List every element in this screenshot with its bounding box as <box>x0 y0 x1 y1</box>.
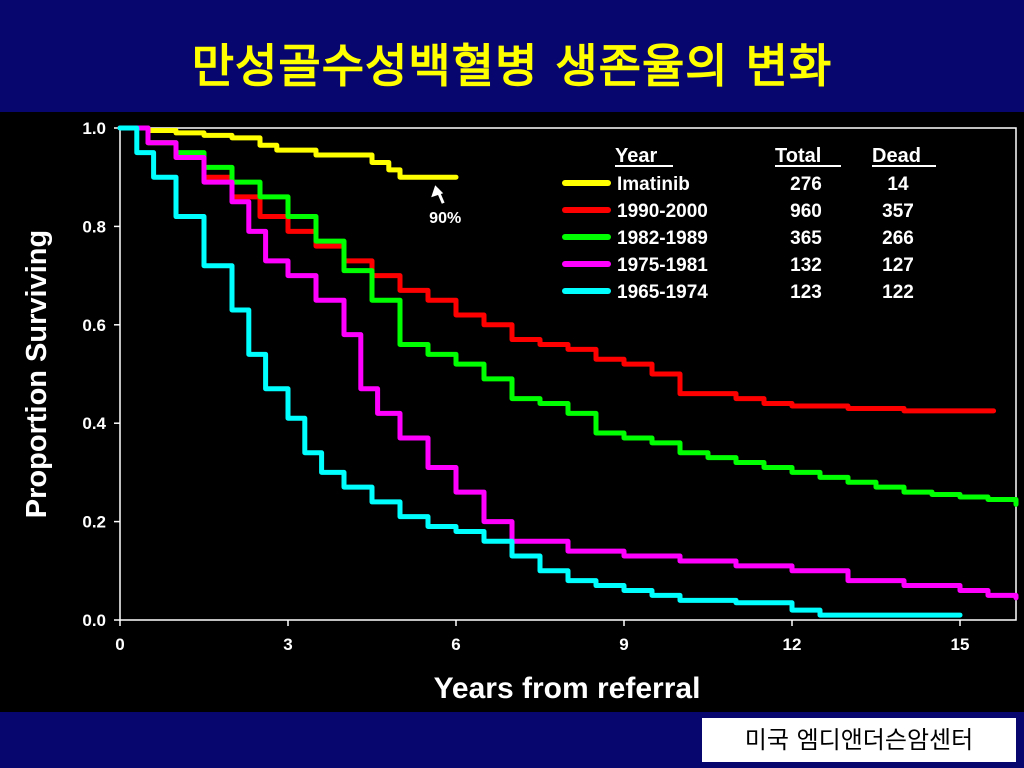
legend-entry-total: 960 <box>790 201 822 222</box>
legend-entry-name: 1990-2000 <box>617 201 708 222</box>
legend-entry-dead: 14 <box>887 174 909 195</box>
legend-entry-total: 123 <box>790 282 822 303</box>
series-line-3 <box>117 125 1019 601</box>
legend-entry-name: 1965-1974 <box>617 282 708 303</box>
legend-entry-name: Imatinib <box>617 174 690 195</box>
y-axis-label: Proportion Surviving <box>21 230 53 518</box>
y-tick-label: 1.0 <box>82 119 106 138</box>
y-tick-label: 0.6 <box>82 316 106 335</box>
annotation-text: 90% <box>429 210 461 227</box>
annotation-arrowhead <box>431 185 444 198</box>
x-axis-label: Years from referral <box>434 672 701 705</box>
legend-entry-dead: 357 <box>882 201 914 222</box>
y-tick-label: 0.8 <box>82 217 106 236</box>
legend-entry-dead: 127 <box>882 255 914 276</box>
x-tick-label: 6 <box>451 635 460 654</box>
legend-entry-total: 276 <box>790 174 822 195</box>
y-tick-label: 0.0 <box>82 611 106 630</box>
series-line-0 <box>117 125 459 180</box>
legend-entry-name: 1975-1981 <box>617 255 708 276</box>
legend-header-dead: Dead <box>872 145 921 167</box>
y-tick-label: 0.2 <box>82 513 106 532</box>
series-line-2 <box>117 125 1019 507</box>
survival-chart: 0.0 0.2 0.4 0.6 0.8 1.0 0 3 6 9 12 15 Years from ref… <box>21 119 1019 705</box>
legend-header-year: Year <box>615 145 657 167</box>
plot-frame <box>119 127 1017 621</box>
legend-entry-total: 365 <box>790 228 822 249</box>
chart-panel <box>0 112 1024 712</box>
x-tick-label: 9 <box>619 635 628 654</box>
legend-entry-name: 1982-1989 <box>617 228 708 249</box>
x-tick-label: 3 <box>283 635 292 654</box>
x-tick-label: 12 <box>783 635 802 654</box>
source-label: 미국 엠디앤더슨암센터 <box>702 718 1016 762</box>
legend-entry-total: 132 <box>790 255 822 276</box>
legend-header-total: Total <box>775 145 821 167</box>
y-tick-label: 0.4 <box>82 414 106 433</box>
x-tick-label: 0 <box>115 635 124 654</box>
series-line-4 <box>117 125 963 618</box>
series-line-1 <box>117 125 997 414</box>
slide-title: 만성골수성백혈병 생존율의 변화 <box>191 39 833 93</box>
legend-entry-dead: 266 <box>882 228 914 249</box>
legend-entry-dead: 122 <box>882 282 914 303</box>
x-tick-label: 15 <box>951 635 970 654</box>
